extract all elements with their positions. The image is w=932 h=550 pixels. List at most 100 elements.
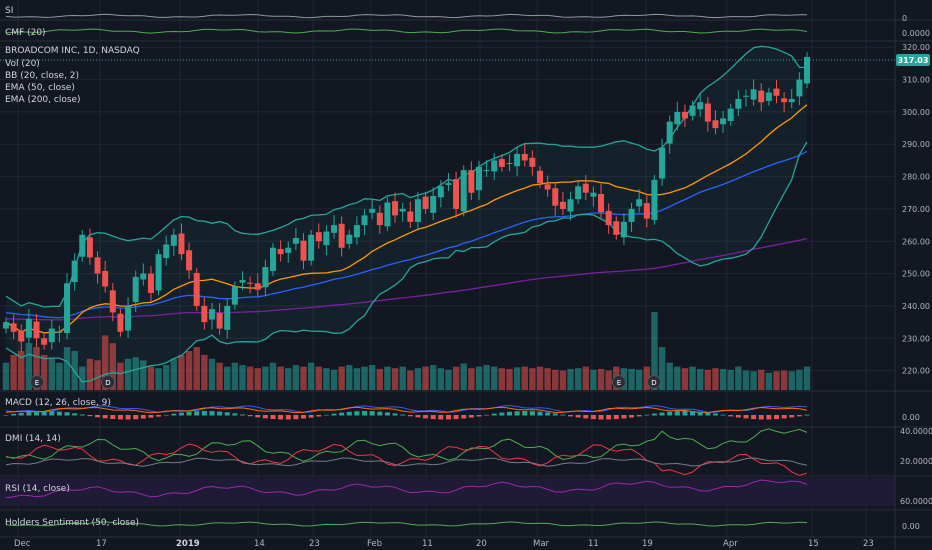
time-axis[interactable]: Dec 17 2019 14 23 Feb 11 20 Mar 11 19 Ap…	[14, 539, 874, 549]
price-tick: 280.00	[902, 173, 930, 182]
macd-histogram-bar	[583, 415, 589, 419]
time-tick: Mar	[533, 539, 550, 549]
macd-histogram-bar	[110, 415, 116, 419]
macd-histogram-bar	[125, 415, 131, 420]
price-tick: 240.00	[902, 302, 930, 311]
volume-bar	[101, 335, 109, 390]
macd-histogram-bar	[392, 413, 398, 416]
macd-histogram-bar	[369, 411, 375, 416]
candle-body	[521, 153, 528, 161]
candle-body	[262, 267, 269, 288]
indicator-bb[interactable]: BB (20, close, 2)	[5, 71, 79, 81]
volume-bar	[376, 368, 383, 390]
time-tick: 15	[808, 539, 819, 549]
volume-bar	[407, 370, 414, 390]
candle-body	[384, 202, 391, 227]
volume-bar	[40, 354, 48, 390]
macd-histogram-bar	[102, 415, 108, 419]
candle-body	[163, 244, 170, 259]
macd-histogram-bar	[171, 413, 177, 416]
candle-body	[71, 260, 78, 282]
macd-histogram-bar	[636, 415, 642, 417]
volume-bar	[208, 358, 216, 390]
volume-bar	[254, 368, 261, 390]
volume-bar	[765, 372, 773, 390]
macd-histogram-bar	[499, 412, 505, 416]
dmi-title[interactable]: DMI (14, 14)	[5, 434, 61, 444]
earnings-marker[interactable]	[30, 375, 44, 389]
indicator-lines	[5, 45, 808, 383]
candle-body	[689, 105, 696, 116]
macd-histogram-bar	[552, 413, 558, 416]
volume-bar	[170, 358, 178, 390]
volume-bar	[803, 366, 811, 390]
time-tick: Apr	[723, 539, 738, 549]
volume-bar	[10, 354, 17, 390]
candle-body	[270, 247, 276, 272]
event-markers[interactable]: E D E D	[30, 375, 661, 389]
volume-bar	[704, 369, 712, 390]
bb-upper-line	[5, 45, 808, 308]
candle-body	[491, 160, 498, 172]
dividend-marker[interactable]	[647, 375, 661, 389]
candle-body	[277, 249, 284, 255]
indicator-vol[interactable]: Vol (20)	[5, 59, 40, 69]
volume-bar	[307, 362, 315, 390]
volume-bar	[521, 366, 528, 390]
macd-histogram-bar	[56, 411, 62, 416]
macd-histogram-bar	[156, 415, 162, 417]
rsi-title[interactable]: RSI (14, close)	[5, 484, 70, 494]
volume-bar	[361, 366, 368, 390]
last-price-tag	[896, 54, 930, 66]
volume-bar	[468, 368, 475, 390]
volume-bar	[94, 360, 101, 390]
cmf-title[interactable]: CMF (20)	[5, 28, 46, 38]
price-tick: 320.00	[902, 43, 930, 52]
volume-bar	[391, 368, 399, 390]
candle-body	[620, 221, 627, 238]
volume-bar	[552, 369, 559, 390]
candle-body	[201, 305, 208, 323]
volume-bar	[140, 360, 147, 390]
candle-body	[735, 98, 742, 109]
volume-bar	[277, 366, 284, 390]
macd-histogram-bar	[255, 415, 261, 418]
si-title[interactable]: SI	[5, 6, 13, 16]
macd-histogram-bar	[796, 415, 802, 417]
candle-body	[346, 234, 353, 244]
macd-signal-line	[5, 406, 808, 414]
time-tick: 23	[309, 539, 320, 549]
earnings-marker[interactable]	[612, 375, 626, 389]
holders-title[interactable]: Holders Sentiment (50, close)	[5, 518, 139, 528]
macd-histogram-bar	[659, 412, 665, 416]
candles[interactable]	[3, 52, 810, 352]
candle-body	[613, 221, 620, 235]
macd-histogram-bar	[217, 411, 223, 416]
time-tick: 19	[642, 539, 653, 549]
macd-histogram-bar	[545, 412, 551, 416]
holders-line	[5, 521, 808, 527]
macd-title[interactable]: MACD (12, 26, close, 9)	[5, 398, 111, 408]
dmi-tick: 20.0000	[900, 457, 932, 466]
candle-body	[300, 240, 307, 261]
macd-histogram-bar	[95, 415, 101, 418]
candle-body	[628, 208, 635, 222]
macd-histogram-bar	[34, 411, 40, 416]
macd-histogram-bar	[346, 411, 352, 416]
volume-bar	[56, 362, 63, 390]
dividend-marker[interactable]	[101, 375, 115, 389]
price-axis[interactable]: 0 0.0000 320.00 310.00 300.00 290.00 280…	[900, 14, 932, 531]
macd-histogram-bar	[430, 415, 436, 420]
indicator-ema200[interactable]: EMA (200, close)	[5, 95, 81, 105]
macd-histogram-bar	[735, 415, 741, 418]
time-tick: 2019	[176, 539, 200, 549]
candle-body	[605, 210, 612, 226]
volume-bar	[758, 369, 765, 390]
symbol-title[interactable]: BROADCOM INC, 1D, NASDAQ	[5, 46, 140, 56]
candle-body	[186, 250, 193, 271]
macd-histogram-bar	[514, 411, 520, 416]
indicator-ema50[interactable]: EMA (50, close)	[5, 83, 75, 93]
candle-body	[102, 271, 109, 287]
